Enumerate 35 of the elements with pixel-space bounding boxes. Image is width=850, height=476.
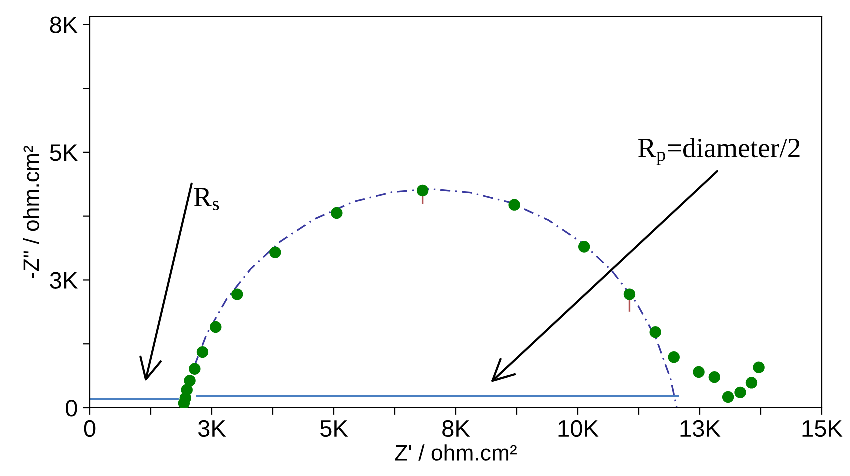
point [708,371,720,384]
x-tick-label: 15K [802,420,843,438]
point [668,352,680,364]
point [734,386,746,399]
point [196,346,209,358]
point [331,207,343,220]
x-axis-title: Z' / ohm.cm² [395,444,517,461]
point [693,366,705,378]
y-axis-title: -Z" / ohm.cm² [23,146,40,278]
x-tick-label: 0 [84,420,96,438]
point [270,246,282,258]
point [181,384,193,396]
point [189,363,201,375]
point [624,288,636,300]
y-tick-label: 3K [50,272,78,290]
annotation: R$_{p}$=diameter/2 [638,138,800,166]
annotation: R$_{s}$ [194,188,220,210]
point [746,377,758,389]
x-tick-label: 8K [442,420,470,438]
y-tick-label: 0 [66,400,78,417]
point [508,199,520,211]
point [578,241,590,253]
x-tick-label: 13K [680,420,721,438]
point [753,362,765,374]
x-tick-label: 5K [320,420,348,438]
x-tick-label: 3K [198,420,226,438]
point [210,321,222,334]
point [184,375,196,387]
x-tick-label: 10K [558,420,599,438]
point [722,391,734,404]
y-tick-label: 8K [50,16,78,34]
point [416,184,429,197]
y-tick-label: 5K [50,144,78,162]
point [232,288,244,300]
point [650,326,662,338]
